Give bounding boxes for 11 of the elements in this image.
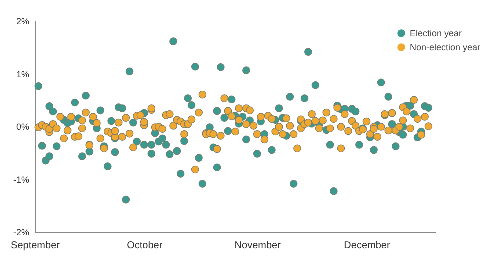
- y-tick-label: 2%: [16, 16, 30, 26]
- y-tick-label: 0%: [16, 122, 30, 132]
- legend-label: Non-election year: [410, 42, 481, 52]
- y-tick-label: 1%: [16, 69, 30, 80]
- x-tick-label: October: [127, 240, 164, 252]
- x-tick-label: December: [344, 240, 391, 252]
- y-tick-label: -2%: [13, 228, 30, 238]
- legend-label: Election year: [410, 28, 462, 38]
- x-tick-label: September: [11, 240, 61, 252]
- x-tick-label: November: [234, 240, 282, 252]
- y-tick-label: -1%: [13, 174, 30, 185]
